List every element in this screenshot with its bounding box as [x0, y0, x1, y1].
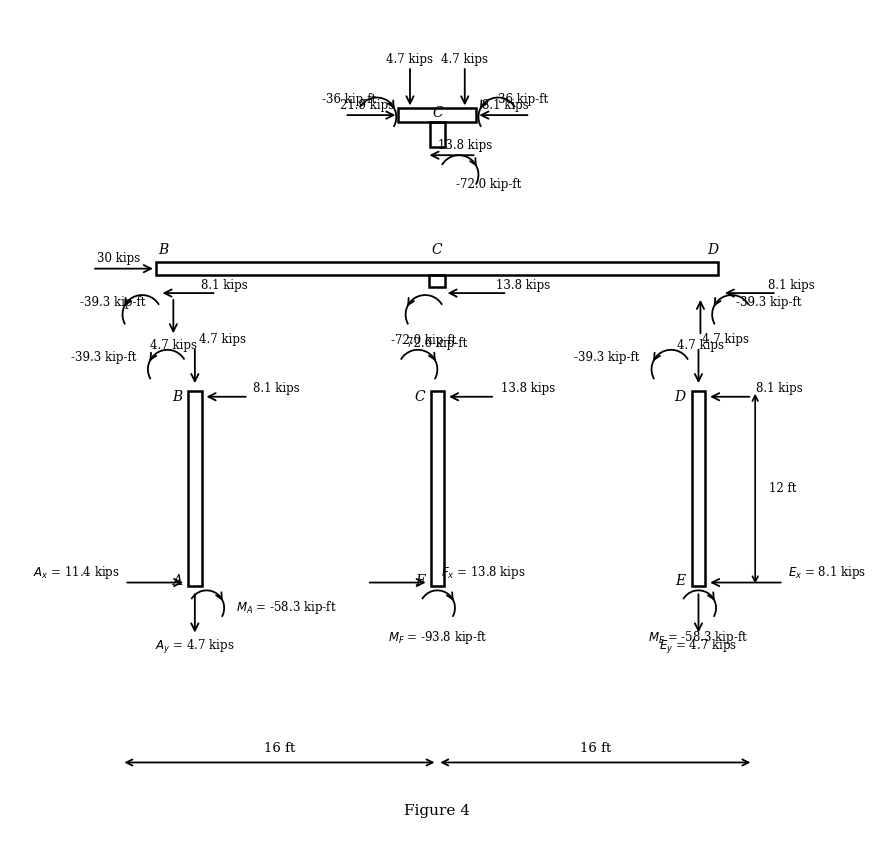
Text: B: B — [159, 243, 168, 257]
Text: 8.1 kips: 8.1 kips — [201, 279, 247, 292]
Text: 4.7 kips: 4.7 kips — [441, 53, 488, 66]
Text: D: D — [674, 390, 686, 404]
Text: 16 ft: 16 ft — [579, 742, 611, 755]
Text: 13.8 kips: 13.8 kips — [501, 382, 556, 395]
Text: -39.3 kip-ft: -39.3 kip-ft — [736, 296, 802, 309]
Text: $E_y$ = 4.7 kips: $E_y$ = 4.7 kips — [659, 638, 737, 656]
Text: 4.7 kips: 4.7 kips — [198, 332, 245, 345]
Text: $M_A$ = -58.3 kip-ft: $M_A$ = -58.3 kip-ft — [236, 600, 337, 617]
Text: 4.7 kips: 4.7 kips — [150, 339, 197, 352]
Text: $A_x$ = 11.4 kips: $A_x$ = 11.4 kips — [33, 564, 120, 582]
Text: 4.7 kips: 4.7 kips — [386, 53, 433, 66]
Text: C: C — [414, 390, 424, 404]
Text: F: F — [415, 574, 424, 588]
Text: -36 kip-ft: -36 kip-ft — [323, 93, 377, 106]
Text: -72.0 kip-ft: -72.0 kip-ft — [391, 333, 456, 346]
Text: $F_x$ = 13.8 kips: $F_x$ = 13.8 kips — [441, 564, 526, 582]
Text: D: D — [708, 243, 719, 257]
Text: B: B — [172, 390, 183, 404]
Text: 21.9 kips: 21.9 kips — [340, 99, 394, 112]
Text: 16 ft: 16 ft — [264, 742, 295, 755]
Text: 36 kip-ft: 36 kip-ft — [498, 93, 548, 106]
Text: C: C — [432, 107, 443, 120]
Text: -39.3 kip-ft: -39.3 kip-ft — [574, 351, 640, 364]
Text: 8.1 kips: 8.1 kips — [768, 279, 815, 292]
Text: C: C — [431, 243, 442, 257]
Text: A: A — [172, 574, 183, 588]
Text: -39.3 kip-ft: -39.3 kip-ft — [71, 351, 136, 364]
Text: 8.1 kips: 8.1 kips — [483, 99, 529, 112]
Text: -72.0 kip-ft: -72.0 kip-ft — [402, 338, 468, 350]
Text: 13.8 kips: 13.8 kips — [496, 279, 550, 292]
Text: -72.0 kip-ft: -72.0 kip-ft — [455, 178, 521, 191]
Text: $E_x$ = 8.1 kips: $E_x$ = 8.1 kips — [789, 564, 867, 582]
Text: 4.7 kips: 4.7 kips — [703, 332, 750, 345]
Text: 4.7 kips: 4.7 kips — [677, 339, 724, 352]
Text: $A_y$ = 4.7 kips: $A_y$ = 4.7 kips — [155, 638, 235, 656]
Text: 30 kips: 30 kips — [97, 253, 140, 265]
Text: E: E — [676, 574, 686, 588]
Text: 13.8 kips: 13.8 kips — [438, 139, 492, 152]
Text: 8.1 kips: 8.1 kips — [253, 382, 299, 395]
Text: $M_E$ = -58.3 kip-ft: $M_E$ = -58.3 kip-ft — [649, 629, 749, 646]
Text: 8.1 kips: 8.1 kips — [756, 382, 803, 395]
Text: Figure 4: Figure 4 — [404, 804, 470, 819]
Text: -39.3 kip-ft: -39.3 kip-ft — [80, 296, 145, 309]
Text: 12 ft: 12 ft — [769, 482, 797, 495]
Text: $M_F$ = -93.8 kip-ft: $M_F$ = -93.8 kip-ft — [388, 629, 487, 646]
